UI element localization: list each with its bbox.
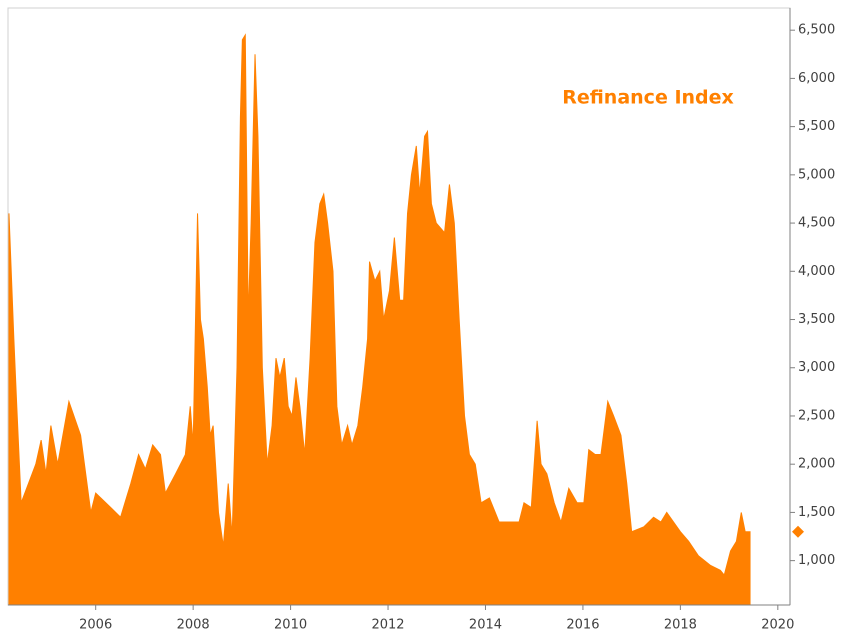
y-tick-label: 2,500 xyxy=(798,408,835,423)
x-tick-label: 2016 xyxy=(566,618,599,633)
x-tick-label: 2020 xyxy=(761,618,794,633)
y-tick-label: 3,000 xyxy=(798,360,835,375)
x-tick-label: 2008 xyxy=(177,618,210,633)
last-value-marker xyxy=(792,525,804,538)
x-tick-label: 2006 xyxy=(79,618,112,633)
y-tick-label: 5,000 xyxy=(798,167,835,182)
y-tick-label: 2,000 xyxy=(798,457,835,472)
area xyxy=(8,33,751,606)
y-tick-label: 4,000 xyxy=(798,264,835,279)
annotation: Refinance Index xyxy=(562,87,734,109)
x-tick-label: 2010 xyxy=(274,618,307,633)
y-tick-label: 3,500 xyxy=(798,312,835,327)
y-tick-label: 5,500 xyxy=(798,119,835,134)
x-tick-label: 2018 xyxy=(664,618,697,633)
y-tick-label: 1,500 xyxy=(798,505,835,520)
y-tick-label: 4,500 xyxy=(798,216,835,231)
y-tick-label: 1,000 xyxy=(798,553,835,568)
x-tick-label: 2014 xyxy=(469,618,502,633)
y-tick-label: 6,000 xyxy=(798,71,835,86)
y-tick-label: 6,500 xyxy=(798,23,835,38)
x-tick-label: 2012 xyxy=(371,618,404,633)
